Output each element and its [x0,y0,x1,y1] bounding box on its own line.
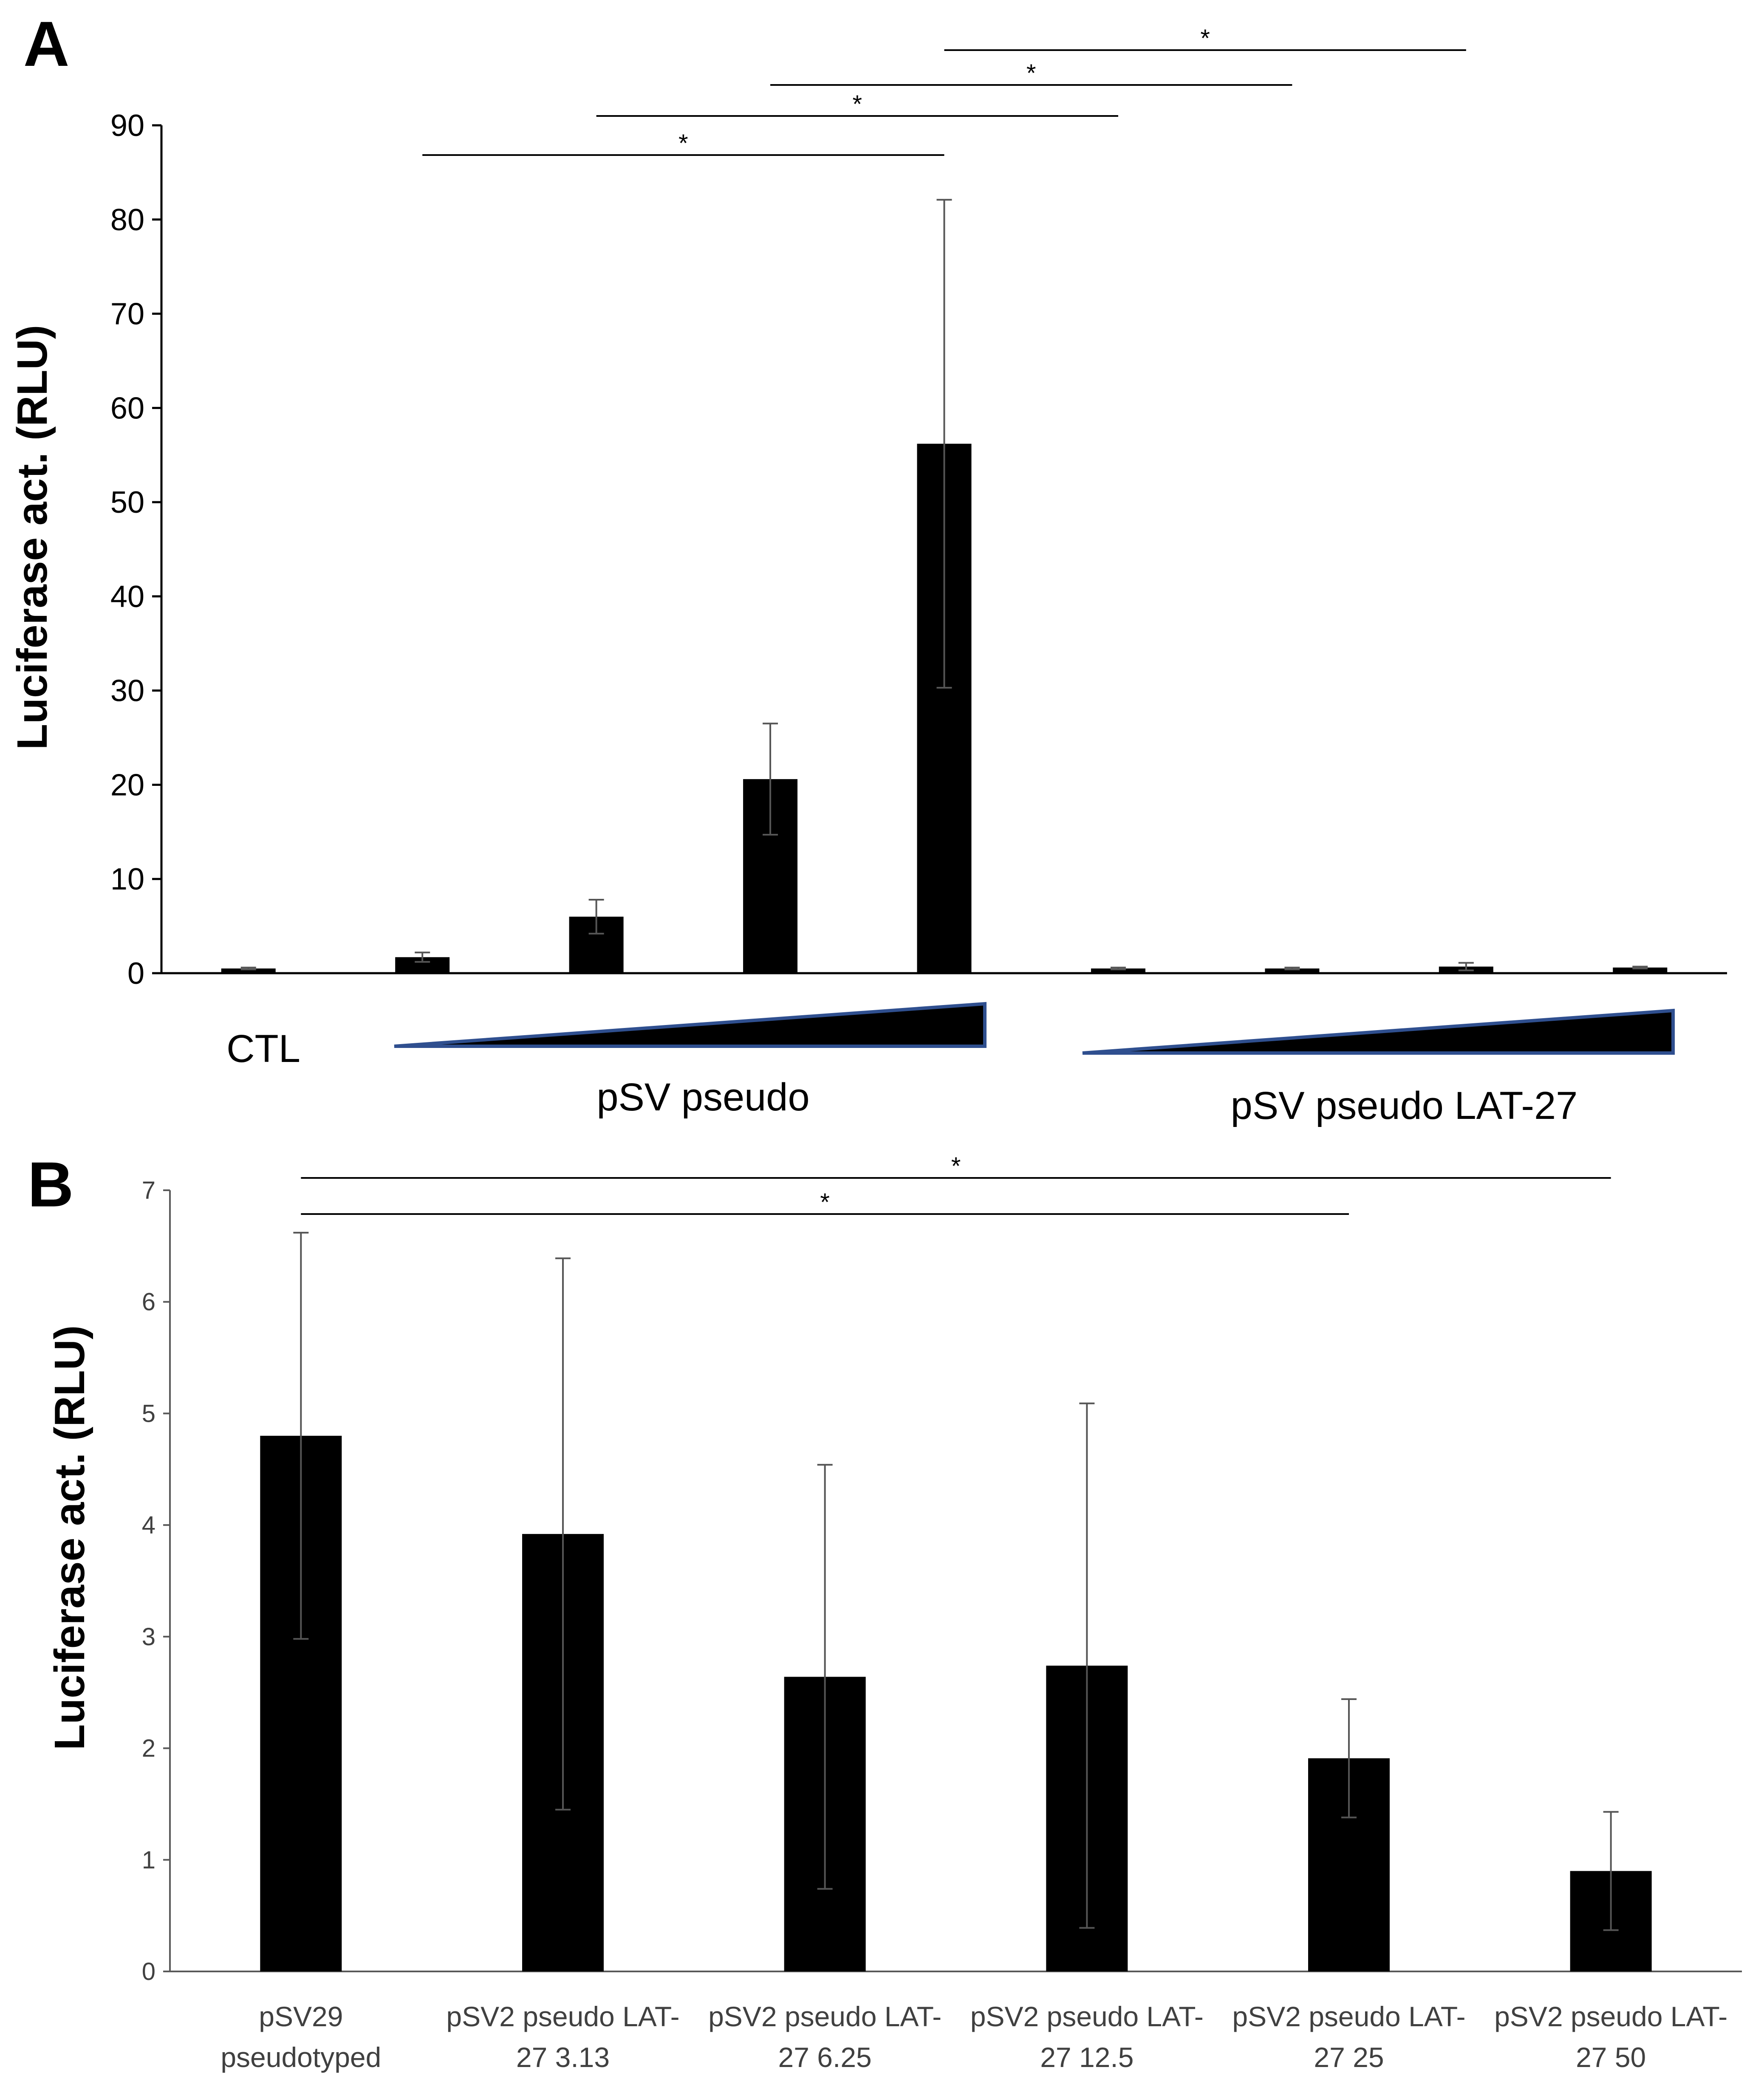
panel-b-category-label-line: 27 6.25 [778,2042,872,2073]
panel-b-category-label-line: pSV29 [259,2001,343,2032]
panel-b-category-label-line: 27 12.5 [1040,2042,1134,2073]
panel-b-category-label-line: pSV2 pseudo LAT- [1494,2001,1727,2032]
panel-b-category-label: pSV2 pseudo LAT- 27 25 [1232,2001,1465,2073]
panel-b-y-tick-label: 7 [142,1177,155,1204]
panel-b-significance-star: * [820,1189,830,1216]
panel-a-y-tick-label: 70 [110,297,144,331]
panel-b-category-label-line: pSV2 pseudo LAT- [708,2001,941,2032]
panel-a-bar [1091,968,1145,973]
panel-a-bar [1613,967,1668,973]
panel-b-y-tick-label: 6 [142,1288,155,1316]
panel-b-category-label: pSV2 pseudo LAT- 27 12.5 [970,2001,1204,2073]
panel-a-y-tick-label: 50 [110,486,144,520]
panel-a-bar [221,968,276,973]
panel-b-y-tick-label: 5 [142,1400,155,1427]
panel-b-significance: ** [301,1152,1611,1216]
panel-a-y-tick-label: 10 [110,862,144,896]
panel-a-increasing-wedge-1 [394,1002,987,1048]
panel-a-group-label-lat27: pSV pseudo LAT-27 [1231,1084,1578,1127]
panel-b-category-label: pSV2 pseudo LAT- 27 6.25 [708,2001,941,2073]
panel-a-increasing-wedge-2 [1082,1008,1675,1055]
panel-b-y-tick-label: 0 [142,1958,155,1985]
panel-a-bar [1265,968,1320,973]
panel-b-y-tick-label: 3 [142,1623,155,1651]
panel-a-significance-star: * [678,130,688,157]
panel-b-category-label-line: 27 25 [1314,2042,1384,2073]
panel-b-y-tick-label: 1 [142,1846,155,1874]
panel-a-significance: * * * * [422,25,1466,157]
panel-b-category-label: pSV2 pseudo LAT- 27 3.13 [446,2001,679,2073]
panel-b-y-tick-label: 2 [142,1735,155,1762]
panel-b-category-label: pSV29 pseudotyped [220,2001,381,2073]
panel-b-bars [260,1231,1652,1971]
panel-a-y-axis-label: Luciferase act. (RLU) [8,325,56,750]
panel-b-y-tick-label: 4 [142,1511,155,1539]
panel-a-significance-star: * [1200,25,1210,52]
panel-a: A Luciferase act. (RLU) 0 10 20 30 40 50 60 70 8… [8,8,1727,1127]
panel-b-significance-star: * [951,1152,961,1180]
panel-b-y-axis-label: Luciferase act. (RLU) [46,1325,93,1750]
panel-a-significance-star: * [852,90,862,118]
panel-b-letter: B [28,1149,74,1220]
panel-a-y-tick-label: 20 [110,768,144,802]
panel-a-letter: A [23,8,69,79]
panel-a-y-tick-label: 60 [110,391,144,425]
panel-a-bars [221,199,1668,973]
panel-a-y-tick-label: 90 [110,109,144,143]
panel-b-category-label-line: pSV2 pseudo LAT- [1232,2001,1465,2032]
panel-a-y-tick-label: 80 [110,203,144,237]
panel-a-ctl-label: CTL [226,1027,300,1070]
panel-b-category-label-line: pSV2 pseudo LAT- [970,2001,1204,2032]
panel-b-category-label-line: 27 3.13 [516,2042,610,2073]
panel-a-significance-star: * [1026,59,1036,87]
panel-b-axes: 0 1 2 3 4 5 6 7 [142,1177,1742,1985]
panel-b-category-label-line: pseudotyped [220,2042,381,2073]
panel-b-category-label-line: 27 50 [1576,2042,1646,2073]
panel-a-y-tick-label: 0 [127,957,144,991]
panel-b-category-label: pSV2 pseudo LAT- 27 50 [1494,2001,1727,2073]
panel-a-group-label-pseudo: pSV pseudo [596,1076,809,1119]
panel-a-y-tick-label: 30 [110,674,144,708]
panel-b-category-label-line: pSV2 pseudo LAT- [446,2001,679,2032]
panel-a-y-tick-label: 40 [110,580,144,614]
